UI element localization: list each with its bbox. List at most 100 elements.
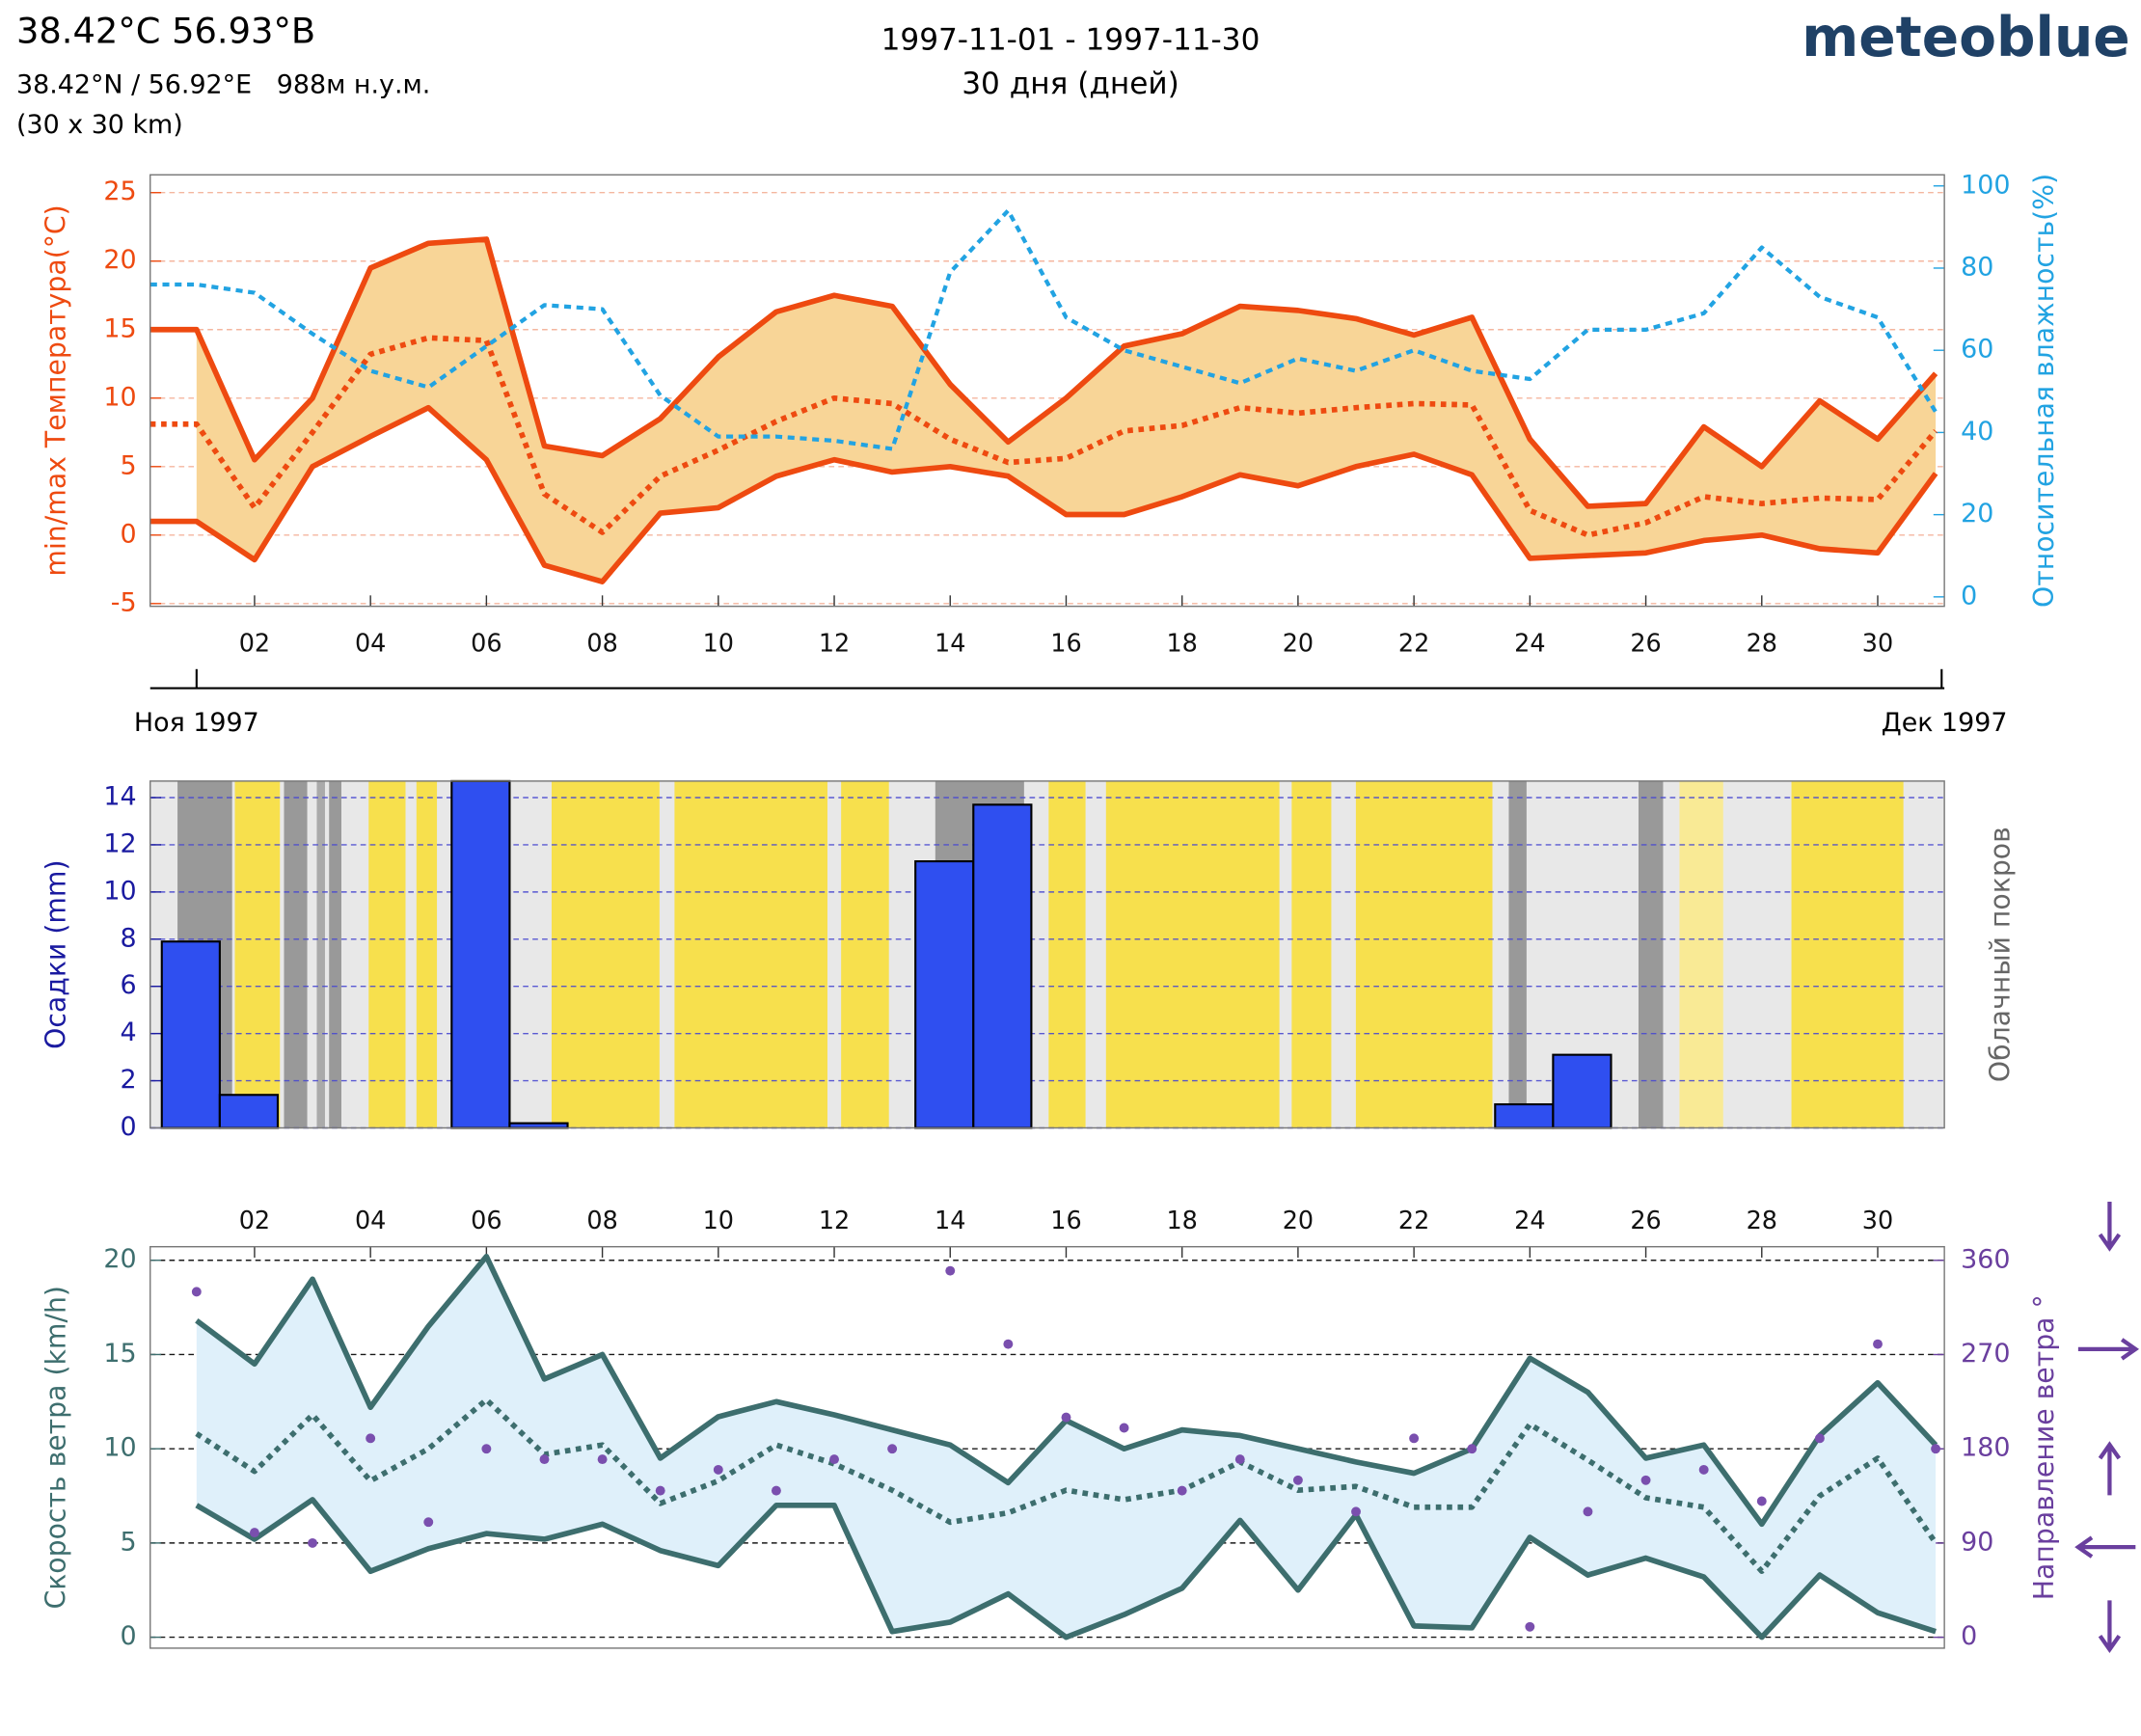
y2-tick-label: 180: [1961, 1433, 2010, 1463]
x-tick-label: 22: [1398, 629, 1429, 658]
location-title: 38.42°C 56.93°B: [16, 11, 315, 52]
y-tick-label: 6: [120, 970, 136, 1000]
precip-bar: [508, 1122, 569, 1129]
direction-dot: [1756, 1496, 1767, 1506]
cloud-cover: [149, 780, 1945, 1128]
sun-stripe: [1791, 780, 1904, 1128]
sun-stripe: [841, 780, 889, 1128]
x-tick-label: 26: [1630, 629, 1661, 658]
arrow: [2098, 1201, 2122, 1252]
direction-dot: [308, 1537, 318, 1548]
direction-dot: [1351, 1506, 1361, 1517]
x-tick-label: 08: [586, 629, 617, 658]
y-tick-label: 2: [120, 1065, 136, 1095]
sun-stripe: [674, 780, 827, 1128]
arrow: [2098, 1441, 2122, 1496]
sun-stripe: [1291, 780, 1332, 1128]
plot-frame: [149, 780, 1945, 1129]
period: 1997-11-01 - 1997-11-30: [881, 23, 1260, 58]
plot-frame: [149, 1245, 1945, 1649]
cloud-stripe: [284, 780, 308, 1128]
sun-stripe: [1048, 780, 1086, 1128]
y-tick-label: 5: [120, 1527, 136, 1557]
sun-stripe: [416, 780, 438, 1128]
x-tick-label: 04: [355, 1207, 386, 1235]
direction-dot: [1409, 1433, 1420, 1444]
direction-dot: [249, 1528, 259, 1538]
precip-bar: [1494, 1102, 1555, 1129]
y2-tick-label: 0: [1961, 581, 1977, 610]
y2-tick-label: 270: [1961, 1339, 2010, 1369]
panel: -5 0 5 10 15 20 25 0 20 40 60 80 100 02 04 06 08 10 12 14 16…: [40, 170, 2059, 738]
coordinates: 38.42°N / 56.92°E 988м н.у.м.: [16, 70, 430, 100]
y-tick-label: 0: [120, 519, 136, 549]
x-tick-label: 12: [819, 629, 850, 658]
y-tick-label: 25: [103, 176, 136, 206]
x-tick-label: 04: [355, 629, 386, 658]
x-tick-label: 28: [1747, 1207, 1777, 1235]
precip-bar: [914, 859, 975, 1129]
month-label: Ноя 1997: [134, 708, 259, 738]
direction-dot: [1640, 1475, 1651, 1485]
direction-dot: [481, 1444, 492, 1454]
x-tick-label: 14: [935, 1207, 965, 1235]
y-tick-label: 4: [120, 1017, 136, 1047]
x-tick-label: 08: [586, 1207, 617, 1235]
direction-dot: [1525, 1621, 1535, 1632]
y2-axis-title: Направление ветра °: [2028, 1294, 2060, 1600]
y2-tick-label: 80: [1961, 252, 1993, 282]
sun-stripe: [551, 780, 660, 1128]
wind-arrows: [2074, 1201, 2140, 1654]
sun-stripe: [1355, 780, 1493, 1128]
y2-axis-title: Облачный покров: [1985, 827, 2017, 1082]
direction-dot: [829, 1454, 839, 1465]
x-tick-label: 16: [1050, 629, 1081, 658]
y2-tick-label: 360: [1961, 1244, 2010, 1274]
y-tick-label: 0: [120, 1621, 136, 1651]
y-tick-label: -5: [111, 587, 137, 617]
x-tick-label: 10: [703, 629, 734, 658]
direction-dot: [1698, 1464, 1709, 1475]
range-band: [196, 1256, 1937, 1638]
arrow: [2077, 1338, 2140, 1361]
x-tick-label: 14: [935, 629, 965, 658]
x-tick-label: 02: [239, 1207, 270, 1235]
direction-dot: [1931, 1444, 1941, 1454]
y2-tick-label: 40: [1961, 417, 1993, 447]
y2-tick-label: 90: [1961, 1527, 1993, 1557]
resolution: (30 x 30 km): [16, 110, 183, 140]
arrow: [2074, 1535, 2136, 1559]
direction-dot: [1292, 1475, 1303, 1485]
direction-dot: [1061, 1412, 1071, 1423]
direction-dot: [655, 1485, 665, 1496]
direction-dot: [1583, 1506, 1593, 1517]
brand-logo: meteoblue: [1802, 6, 2129, 69]
x-tick-label: 18: [1166, 629, 1197, 658]
x-tick-label: 10: [703, 1207, 734, 1235]
x-tick-label: 24: [1514, 1207, 1545, 1235]
direction-dot: [1467, 1444, 1477, 1454]
x-tick-label: 06: [471, 1207, 501, 1235]
y-tick-label: 5: [120, 450, 136, 480]
precip-bar: [450, 779, 511, 1129]
y-axis-title: min/max Температура(°C): [40, 204, 71, 576]
direction-dot: [423, 1517, 434, 1528]
x-tick-label: 12: [819, 1207, 850, 1235]
precip-bar: [218, 1094, 280, 1129]
y-tick-label: 0: [120, 1112, 136, 1142]
y-axis-title: Скорость ветра (km/h): [40, 1286, 71, 1610]
x-tick-label: 30: [1862, 1207, 1893, 1235]
direction-dot: [771, 1485, 781, 1496]
series-line: [195, 1397, 1938, 1575]
direction-dot: [1177, 1485, 1187, 1496]
direction-dot: [539, 1454, 550, 1465]
y-axis-title: Осадки (mm): [40, 859, 71, 1048]
panel: 0 5 10 15 20 0 90 180 270 360 02 04 06 08 10 12 14 16 18 20…: [40, 1207, 2059, 1651]
y-tick-label: 8: [120, 923, 136, 953]
range-band: [196, 239, 1937, 583]
series-line: [149, 236, 1938, 509]
x-tick-label: 24: [1514, 629, 1545, 658]
cloud-stripe: [1508, 780, 1527, 1128]
